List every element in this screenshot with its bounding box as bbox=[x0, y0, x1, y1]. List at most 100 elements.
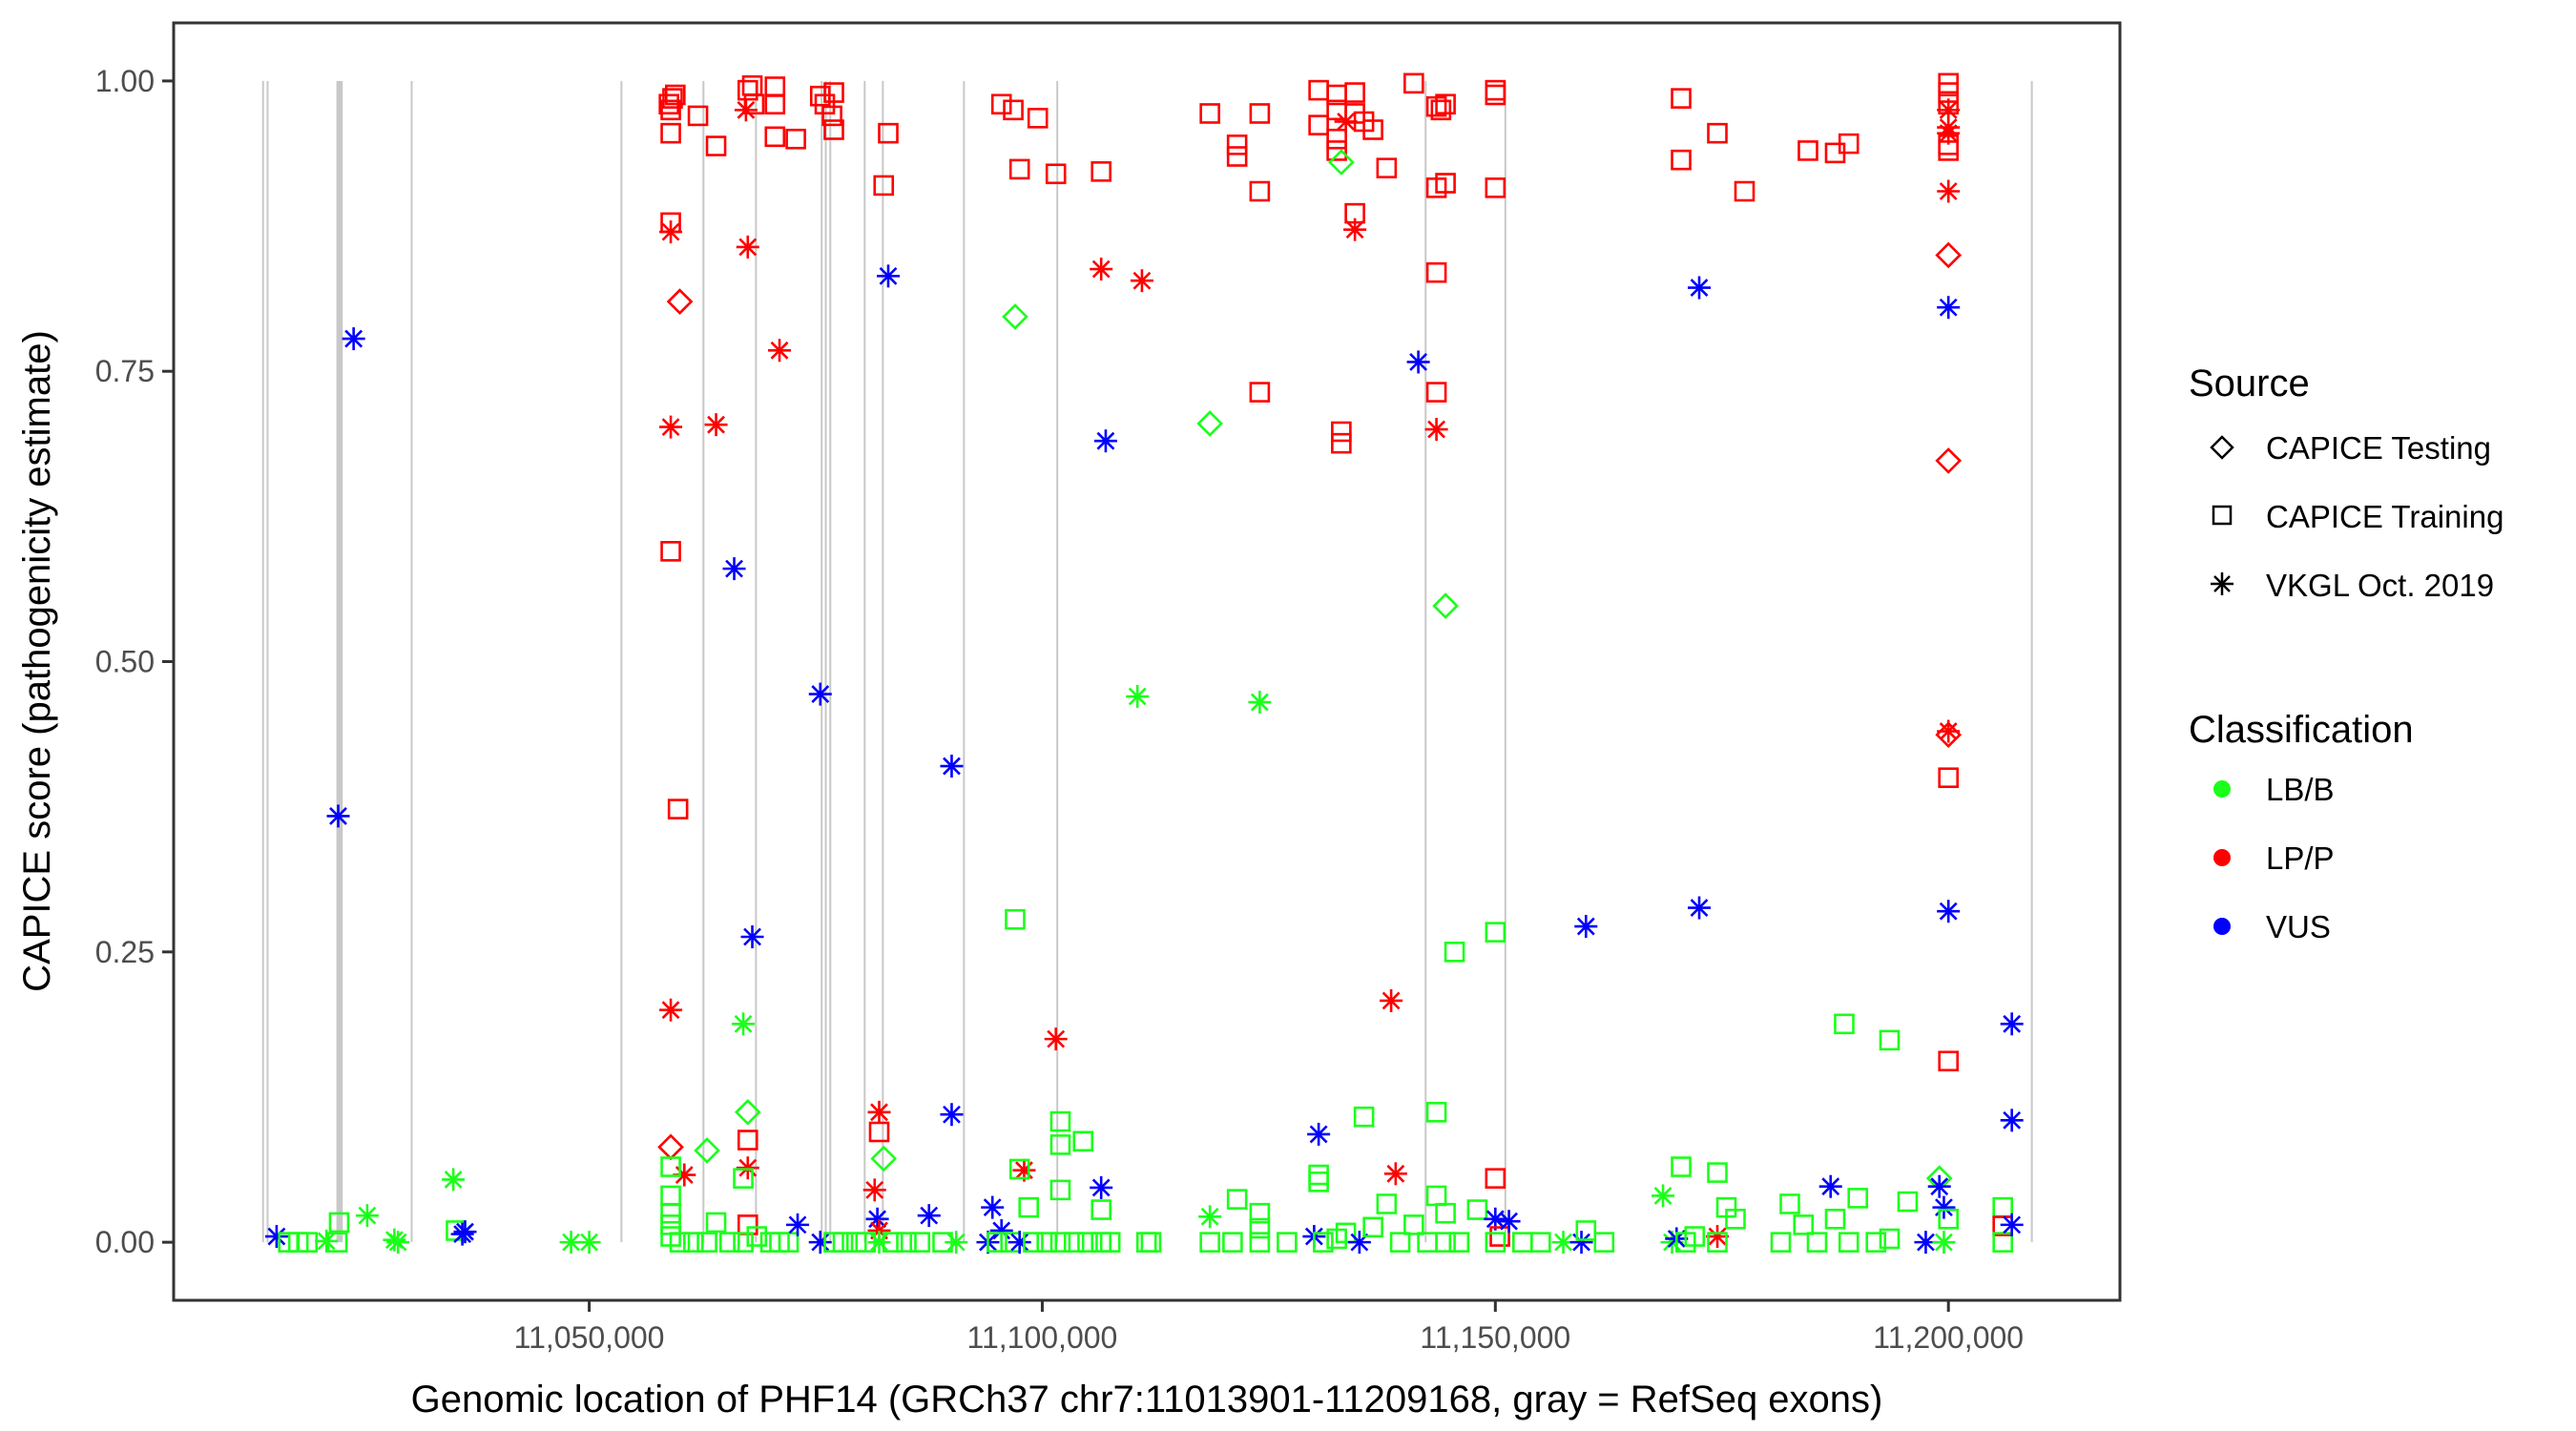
data-point-vkgl-asterisk-b bbox=[442, 1168, 466, 1192]
data-point-training-square-b bbox=[1466, 1199, 1488, 1220]
exon-line bbox=[829, 80, 832, 1243]
data-point-training-square-p bbox=[1008, 158, 1030, 180]
data-point-training-square-b bbox=[1793, 1214, 1815, 1235]
data-point-training-square-b bbox=[896, 1232, 917, 1253]
data-point-vkgl-asterisk-p bbox=[1380, 988, 1403, 1012]
data-point-training-square-p bbox=[1045, 163, 1067, 185]
data-point-training-square-b bbox=[1199, 1232, 1220, 1253]
data-point-training-square-p bbox=[823, 82, 844, 103]
legend-source: Source CAPICE Testing CAPICE Training VK… bbox=[2189, 363, 2503, 603]
red-dot-icon bbox=[2213, 849, 2231, 866]
data-point-training-square-p bbox=[1797, 140, 1818, 161]
data-point-training-square-p bbox=[1003, 99, 1024, 121]
exon-line bbox=[755, 80, 758, 1243]
data-point-training-square-b bbox=[1806, 1232, 1828, 1253]
data-point-vkgl-asterisk-b bbox=[1198, 1205, 1222, 1229]
data-point-training-square-b bbox=[733, 1168, 754, 1189]
data-point-vkgl-asterisk-b bbox=[577, 1231, 601, 1255]
data-point-training-square-p bbox=[667, 798, 689, 819]
data-point-training-square-p bbox=[1331, 432, 1352, 454]
data-point-training-square-p bbox=[1485, 177, 1506, 198]
data-point-training-square-b bbox=[1530, 1232, 1551, 1253]
data-point-vkgl-asterisk-p bbox=[659, 415, 683, 439]
data-point-vkgl-asterisk-u bbox=[2000, 1012, 2024, 1036]
data-point-vkgl-asterisk-u bbox=[940, 755, 964, 778]
data-point-vkgl-asterisk-u bbox=[940, 1103, 964, 1127]
data-point-training-square-p bbox=[687, 105, 709, 127]
data-point-testing-diamond-b bbox=[694, 1137, 720, 1164]
data-point-training-square-b bbox=[1036, 1232, 1057, 1253]
square-icon bbox=[2212, 505, 2233, 526]
data-point-vkgl-asterisk-u bbox=[1688, 896, 1712, 920]
data-point-training-square-p bbox=[1938, 140, 1960, 161]
y-tick-label: 0.75 bbox=[95, 354, 155, 388]
data-point-training-square-b bbox=[669, 1232, 691, 1253]
data-point-vkgl-asterisk-b bbox=[1248, 691, 1272, 715]
data-point-vkgl-asterisk-b bbox=[386, 1231, 410, 1255]
x-axis: 11,050,000 11,100,000 11,150,000 11,200,000 bbox=[514, 1300, 2024, 1355]
data-point-training-square-b bbox=[718, 1232, 740, 1253]
data-point-training-square-b bbox=[696, 1232, 717, 1253]
data-point-training-square-b bbox=[1992, 1232, 2013, 1253]
data-point-training-square-p bbox=[764, 93, 786, 115]
data-point-vkgl-asterisk-u bbox=[1932, 1195, 1956, 1219]
data-point-vkgl-asterisk-u bbox=[1818, 1174, 1842, 1198]
data-point-vkgl-asterisk-u bbox=[1574, 915, 1598, 939]
x-tick-label: 11,050,000 bbox=[514, 1320, 665, 1355]
data-point-training-square-b bbox=[326, 1232, 348, 1253]
data-point-vkgl-asterisk-u bbox=[876, 264, 900, 288]
data-point-training-square-b bbox=[1485, 1232, 1506, 1253]
data-point-training-square-b bbox=[746, 1226, 768, 1247]
data-point-vkgl-asterisk-u bbox=[1937, 900, 1961, 923]
exon-line bbox=[821, 80, 823, 1243]
data-point-training-square-b bbox=[909, 1232, 931, 1253]
data-point-vkgl-asterisk-p bbox=[1424, 418, 1448, 442]
y-axis-title: CAPICE score (pathogenicity estimate) bbox=[16, 330, 58, 992]
data-points bbox=[264, 73, 2024, 1255]
exon-line bbox=[863, 80, 866, 1243]
data-point-training-square-b bbox=[1575, 1220, 1597, 1241]
x-tick-label: 11,100,000 bbox=[967, 1320, 1118, 1355]
data-point-training-square-b bbox=[1072, 1130, 1093, 1152]
data-point-testing-diamond-b bbox=[734, 1098, 761, 1126]
data-point-training-square-b bbox=[1725, 1208, 1746, 1230]
data-point-vkgl-asterisk-b bbox=[355, 1204, 379, 1228]
data-point-training-square-b bbox=[733, 1232, 754, 1253]
data-point-training-square-p bbox=[737, 1130, 758, 1151]
data-point-training-square-b bbox=[1448, 1232, 1470, 1253]
y-tick-label: 0.50 bbox=[95, 645, 155, 679]
data-point-vkgl-asterisk-p bbox=[659, 998, 683, 1022]
data-point-training-square-p bbox=[1435, 173, 1456, 194]
exon-line bbox=[261, 80, 264, 1243]
data-point-training-square-p bbox=[1331, 421, 1352, 443]
data-point-training-square-b bbox=[1249, 1217, 1271, 1239]
data-point-testing-diamond-b bbox=[1328, 149, 1355, 176]
exon-line bbox=[410, 80, 413, 1243]
data-point-vkgl-asterisk-u bbox=[981, 1195, 1005, 1219]
data-point-training-square-p bbox=[821, 105, 842, 127]
data-point-testing-diamond-p bbox=[666, 288, 694, 315]
data-point-training-square-b bbox=[328, 1212, 350, 1234]
legend-item-vkgl: VKGL Oct. 2019 bbox=[2211, 568, 2494, 603]
data-point-vkgl-asterisk-u bbox=[1927, 1174, 1951, 1198]
data-point-training-square-p bbox=[1430, 99, 1452, 121]
data-point-vkgl-asterisk-u bbox=[264, 1225, 288, 1249]
data-point-training-square-b bbox=[1049, 1110, 1071, 1132]
exon-line bbox=[2030, 80, 2033, 1243]
data-point-training-square-p bbox=[1489, 1226, 1510, 1247]
data-point-vkgl-asterisk-b bbox=[732, 1012, 756, 1036]
diamond-icon bbox=[2210, 435, 2234, 460]
data-point-training-square-p bbox=[660, 122, 681, 144]
data-point-training-square-p bbox=[705, 135, 727, 156]
data-point-training-square-b bbox=[1049, 1232, 1071, 1253]
data-point-testing-diamond-b bbox=[870, 1145, 898, 1172]
data-point-training-square-b bbox=[1099, 1232, 1121, 1253]
data-point-training-square-b bbox=[1707, 1232, 1728, 1253]
data-point-training-square-p bbox=[1091, 161, 1111, 182]
data-point-vkgl-asterisk-p bbox=[1044, 1027, 1068, 1051]
data-point-vkgl-asterisk-u bbox=[722, 557, 746, 581]
data-point-training-square-b bbox=[1249, 1232, 1271, 1253]
data-point-vkgl-asterisk-u bbox=[453, 1220, 477, 1244]
data-point-vkgl-asterisk-u bbox=[2000, 1109, 2024, 1132]
